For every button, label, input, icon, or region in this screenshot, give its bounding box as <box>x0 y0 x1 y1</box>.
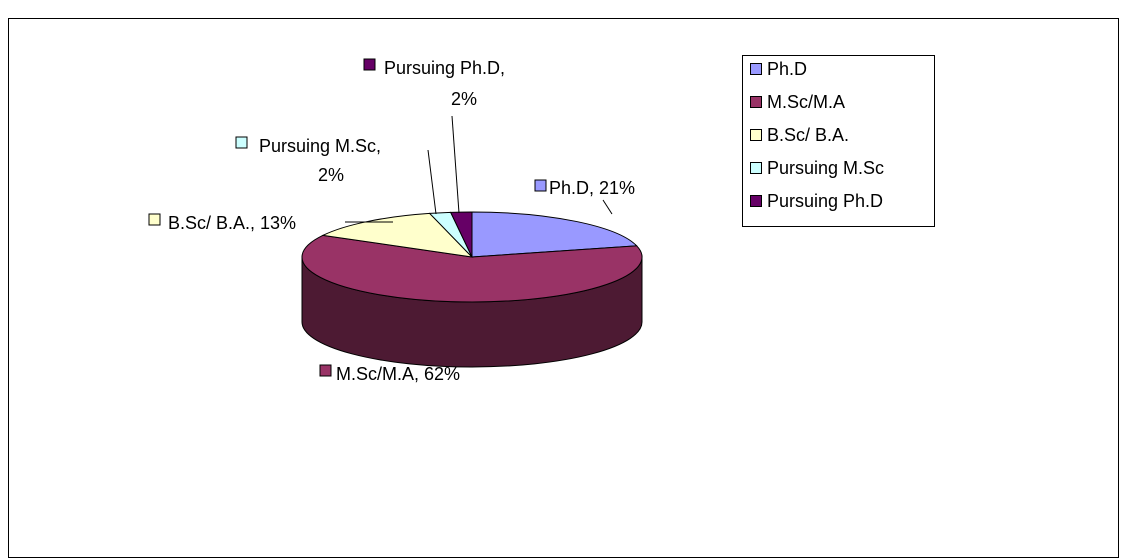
legend-label: Pursuing Ph.D <box>767 190 884 211</box>
data-label: Pursuing M.Sc, <box>259 136 381 156</box>
legend-label: M.Sc/M.A <box>767 91 846 112</box>
data-label: 2% <box>451 89 477 109</box>
pie-slice <box>301 234 643 303</box>
pie-slice <box>321 212 474 258</box>
legend-swatch <box>750 96 762 108</box>
data-label-swatch <box>534 179 547 192</box>
legend-swatch <box>750 162 762 174</box>
pie-slice <box>449 211 473 258</box>
data-label-swatch <box>235 136 248 149</box>
data-label: Ph.D, 21% <box>549 178 635 198</box>
legend-swatch <box>750 63 762 75</box>
legend-label: Ph.D <box>767 58 808 79</box>
data-label: M.Sc/M.A, 62% <box>336 364 460 384</box>
data-label: B.Sc/ B.A., 13% <box>168 213 296 233</box>
leader-line <box>427 149 437 215</box>
legend: Ph.D M.Sc/M.A B.Sc/ B.A. Pursuing M.Sc P… <box>742 55 935 227</box>
pie-slice <box>471 211 638 258</box>
data-label-swatch <box>319 364 332 377</box>
data-label: Pursuing Ph.D, <box>384 58 505 78</box>
leader-line <box>602 199 613 215</box>
legend-item-phd: Ph.D <box>750 58 807 80</box>
legend-label: B.Sc/ B.A. <box>767 124 850 145</box>
legend-swatch <box>750 129 762 141</box>
legend-item-pursuing-phd: Pursuing Ph.D <box>750 190 883 212</box>
legend-swatch <box>750 195 762 207</box>
legend-item-bsc-ba: B.Sc/ B.A. <box>750 124 849 146</box>
leader-line <box>451 115 460 214</box>
legend-item-pursuing-msc: Pursuing M.Sc <box>750 157 884 179</box>
data-label-swatch <box>148 213 161 226</box>
data-label-swatch <box>363 58 376 71</box>
legend-label: Pursuing M.Sc <box>767 157 885 178</box>
legend-item-msc-ma: M.Sc/M.A <box>750 91 845 113</box>
data-label: 2% <box>318 165 344 185</box>
